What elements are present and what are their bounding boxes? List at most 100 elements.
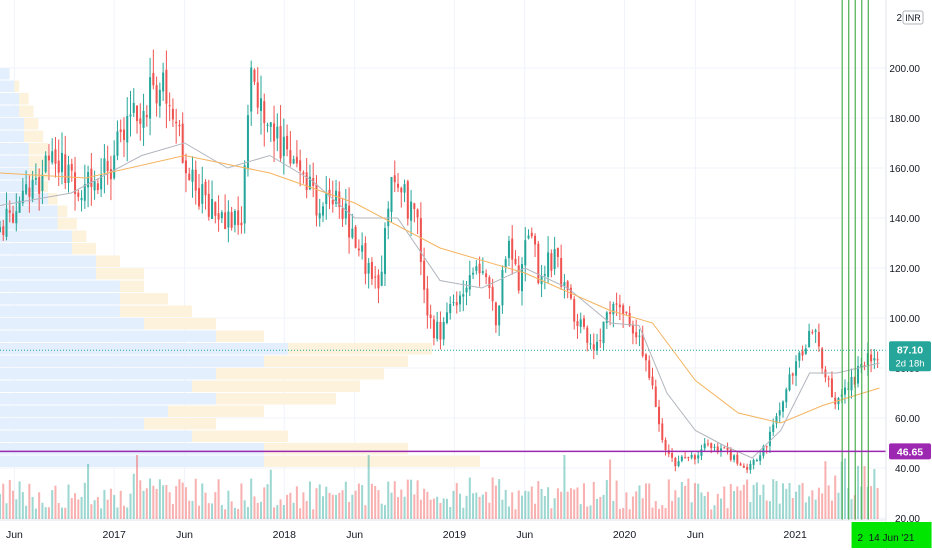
time-tick-label: 2021 xyxy=(783,529,807,541)
candle-body xyxy=(263,101,266,124)
candle-body xyxy=(765,446,768,448)
price-tick-label: 40.00 xyxy=(895,464,920,475)
volume-bar xyxy=(795,491,798,519)
candle-body xyxy=(220,212,223,219)
volume-bar xyxy=(93,500,96,519)
volume-bar xyxy=(442,498,445,519)
volume-bar xyxy=(547,487,550,519)
vertical-lines xyxy=(841,0,869,520)
price-tick-label: 120.00 xyxy=(889,264,920,275)
candle-body xyxy=(658,406,661,425)
volume-bar xyxy=(488,502,491,519)
volume-bar xyxy=(96,497,99,519)
price-axis[interactable]: 20.0040.0060.0080.00100.00120.00140.0016… xyxy=(885,0,932,550)
candle-body xyxy=(445,312,448,323)
volume-bar xyxy=(87,463,90,519)
candle-body xyxy=(67,164,70,183)
volume-bar xyxy=(873,468,876,519)
volume-bar xyxy=(106,499,109,519)
volume-bar xyxy=(582,483,585,519)
volume-bar xyxy=(700,492,703,519)
volume-bar xyxy=(122,505,125,519)
candle-body xyxy=(719,448,723,452)
volume-bar xyxy=(149,478,152,519)
volume-bar xyxy=(648,483,651,519)
volume-bar xyxy=(243,500,246,519)
volume-bar xyxy=(742,484,745,519)
currency-badge[interactable] xyxy=(902,10,924,25)
candle-body xyxy=(126,115,129,143)
candle-body xyxy=(54,149,57,164)
volume-bar xyxy=(387,481,390,519)
volume-bar xyxy=(220,505,223,519)
profile-bar-up xyxy=(0,143,29,155)
volume-bar xyxy=(576,487,579,519)
candle-body xyxy=(357,248,360,251)
candle-body xyxy=(233,210,236,225)
candle-body xyxy=(527,235,530,239)
candle-body xyxy=(804,348,807,354)
volume-bar xyxy=(599,496,602,519)
candle-body xyxy=(609,312,612,314)
volume-bar xyxy=(472,493,475,519)
candle-body xyxy=(439,321,442,340)
volume-bar xyxy=(697,483,700,519)
candle-body xyxy=(850,377,853,391)
candle-body xyxy=(374,276,377,278)
volume-bar xyxy=(90,504,93,519)
candle-body xyxy=(243,165,246,224)
candle-body xyxy=(393,175,396,183)
volume-bar xyxy=(100,508,103,519)
volume-bar xyxy=(680,481,683,519)
volume-bar xyxy=(207,503,210,519)
time-tick-label: 2017 xyxy=(103,529,127,541)
volume-bar xyxy=(67,484,70,519)
candle-body xyxy=(475,266,478,271)
volume-bar xyxy=(736,486,739,519)
candle-body xyxy=(716,446,719,453)
volume-bar xyxy=(423,488,426,519)
candle-body xyxy=(739,463,742,466)
candle-body xyxy=(618,304,621,308)
time-axis-bg xyxy=(0,520,886,550)
candle-body xyxy=(90,168,93,187)
currency-label[interactable]: INR xyxy=(905,13,921,23)
candle-body xyxy=(325,192,328,205)
profile-bar-up xyxy=(0,218,58,230)
volume-bar xyxy=(768,501,771,519)
volume-bar xyxy=(5,503,8,519)
candle-body xyxy=(801,351,804,356)
candle-body xyxy=(814,330,817,332)
candle-body xyxy=(798,352,801,361)
candle-body xyxy=(622,305,625,314)
volume-bar xyxy=(2,483,5,519)
candle-body xyxy=(811,332,814,334)
candle-body xyxy=(119,129,122,132)
volume-bar xyxy=(253,496,256,519)
candle-body xyxy=(462,294,465,297)
candle-body xyxy=(631,324,634,334)
volume-bar xyxy=(361,485,364,519)
volume-bar xyxy=(671,501,674,519)
volume-bar xyxy=(475,492,478,519)
volume-bar xyxy=(543,495,546,519)
candle-body xyxy=(827,378,830,380)
volume-bar xyxy=(64,507,67,519)
volume-bar xyxy=(439,502,442,519)
volume-bar xyxy=(175,486,178,519)
price-tick-label: 60.00 xyxy=(895,414,920,425)
volume-bar xyxy=(292,502,295,519)
volume-bar xyxy=(661,505,664,519)
support-price-badge xyxy=(889,443,931,460)
volume-bar xyxy=(579,504,582,519)
time-axis[interactable]: Jun 2017 Jun 2018 Jun 2019 Jun 2020 Jun 2021 2 14 J… xyxy=(0,519,932,550)
volume-bar xyxy=(8,480,11,519)
volume-bar xyxy=(759,495,762,519)
candle-body xyxy=(808,330,811,348)
candle-body xyxy=(684,457,687,459)
candle-body xyxy=(778,410,781,416)
candle-body xyxy=(693,455,696,460)
volume-bar xyxy=(374,485,377,519)
candle-body xyxy=(710,443,713,449)
